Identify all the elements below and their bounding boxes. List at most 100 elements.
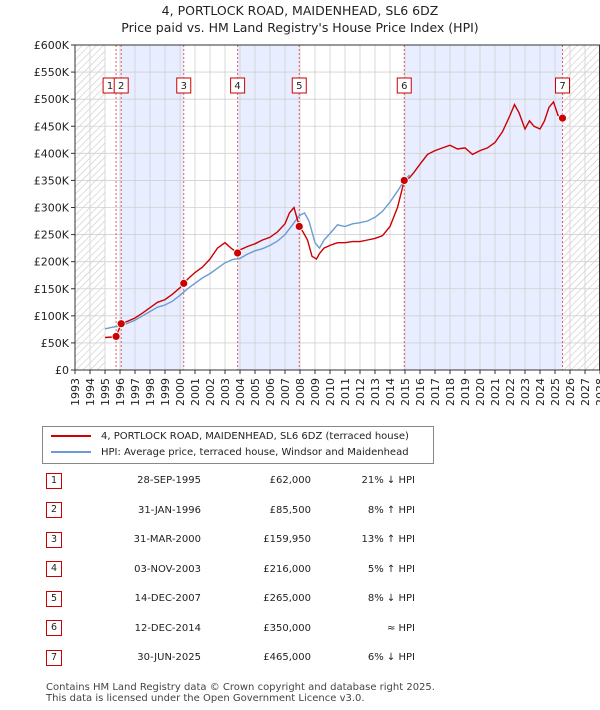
sale-hpi-diff: 6% ↓ HPI xyxy=(367,652,415,664)
x-tick-label: 2025 xyxy=(549,378,562,406)
legend-property-swatch xyxy=(51,435,91,437)
sale-number-badge: 2 xyxy=(46,502,62,519)
x-tick-label: 1993 xyxy=(69,378,82,406)
sale-number-badge: 7 xyxy=(46,649,62,666)
sale-label: 3 xyxy=(181,81,187,92)
x-tick-label: 2013 xyxy=(369,378,382,406)
sale-date: 31-MAR-2000 xyxy=(133,534,201,546)
y-tick-label: £450K xyxy=(34,120,70,133)
y-tick-label: £400K xyxy=(34,147,70,160)
y-tick-label: £0 xyxy=(55,364,69,377)
sales-table: 1 28-SEP-1995 £62,000 21% ↓ HPI 2 31-JAN-1996… xyxy=(40,466,415,673)
sale-date: 14-DEC-2007 xyxy=(134,593,201,605)
sale-hpi-diff: 5% ↑ HPI xyxy=(367,563,415,575)
x-tick-label: 2005 xyxy=(249,378,262,406)
sale-number-cell: 4 xyxy=(40,555,86,585)
y-tick-label: £200K xyxy=(34,256,70,269)
x-tick-label: 2001 xyxy=(189,378,202,406)
x-tick-label: 1994 xyxy=(84,378,97,406)
sale-row: 1 28-SEP-1995 £62,000 21% ↓ HPI xyxy=(40,466,415,496)
sale-label-box xyxy=(555,77,570,94)
sale-label-box xyxy=(291,77,307,94)
sale-date: 28-SEP-1995 xyxy=(137,475,201,487)
sale-price: £265,000 xyxy=(263,593,311,605)
x-tick-label: 1996 xyxy=(114,378,127,406)
sale-number-badge: 1 xyxy=(46,472,62,489)
chart-title-line2: Price paid vs. HM Land Registry's House … xyxy=(121,20,479,35)
x-tick-label: 2027 xyxy=(579,378,592,406)
sale-row: 2 31-JAN-1996 £85,500 8% ↑ HPI xyxy=(40,496,415,526)
legend-hpi-label: HPI: Average price, terraced house, Wind… xyxy=(101,447,409,458)
sale-row: 7 30-JUN-2025 £465,000 6% ↓ HPI xyxy=(40,643,415,673)
sale-price: £62,000 xyxy=(269,475,311,487)
x-tick-label: 2002 xyxy=(204,378,217,406)
sale-label: 5 xyxy=(296,81,302,92)
y-tick-label: £550K xyxy=(34,66,70,79)
y-tick-label: £250K xyxy=(34,229,70,242)
x-tick-label: 2017 xyxy=(429,378,442,406)
chart-title-line1: 4, PORTLOCK ROAD, MAIDENHEAD, SL6 6DZ xyxy=(161,3,439,18)
x-tick-label: 2015 xyxy=(399,378,412,406)
y-tick-label: £150K xyxy=(34,283,70,296)
y-tick-label: £300K xyxy=(34,202,70,215)
x-tick-label: 2009 xyxy=(309,378,322,406)
sale-number-badge: 3 xyxy=(46,531,62,548)
sale-row: 5 14-DEC-2007 £265,000 8% ↓ HPI xyxy=(40,584,415,614)
sale-point xyxy=(399,176,409,185)
y-tick-label: £500K xyxy=(34,93,70,106)
footer-line1: Contains HM Land Registry data © Crown c… xyxy=(46,682,435,693)
sale-label: 7 xyxy=(559,81,565,92)
sale-hpi-diff: 13% ↑ HPI xyxy=(361,534,415,546)
sale-hpi-diff: 8% ↓ HPI xyxy=(367,593,415,605)
x-tick-label: 2021 xyxy=(489,378,502,406)
sale-hpi-diff: 8% ↑ HPI xyxy=(367,504,415,516)
sale-label: 4 xyxy=(234,81,240,92)
sale-price: £350,000 xyxy=(263,622,311,634)
x-tick-label: 2022 xyxy=(504,378,517,406)
sale-label-box xyxy=(396,77,412,94)
x-tick-label: 2026 xyxy=(564,378,577,406)
x-tick-label: 2018 xyxy=(444,378,457,406)
sale-number-badge: 4 xyxy=(46,561,62,578)
x-tick-label: 2016 xyxy=(414,378,427,406)
sale-date: 03-NOV-2003 xyxy=(134,563,201,575)
legend-property: 4, PORTLOCK ROAD, MAIDENHEAD, SL6 6DZ (t… xyxy=(51,429,409,445)
sale-point xyxy=(111,332,121,341)
x-tick-label: 2014 xyxy=(384,378,397,406)
x-tick-label: 1997 xyxy=(129,378,142,406)
x-tick-label: 2004 xyxy=(234,378,247,406)
sale-price: £465,000 xyxy=(263,652,311,664)
sale-number-cell: 7 xyxy=(40,643,86,673)
x-tick-label: 2028 xyxy=(594,378,600,406)
y-tick-label: £350K xyxy=(34,174,70,187)
x-tick-label: 2008 xyxy=(294,378,307,406)
x-tick-label: 2012 xyxy=(354,378,367,406)
sale-number-cell: 5 xyxy=(40,584,86,614)
y-tick-label: £100K xyxy=(34,310,70,323)
sale-hpi-diff: ≈ HPI xyxy=(386,622,415,634)
hpi-line xyxy=(104,174,411,330)
x-tick-label: 2020 xyxy=(474,378,487,406)
sale-price: £85,500 xyxy=(269,504,311,516)
sale-price: £216,000 xyxy=(263,563,311,575)
footer-line2: This data is licensed under the Open Gov… xyxy=(46,693,365,704)
x-tick-label: 2023 xyxy=(519,378,532,406)
sale-point xyxy=(116,319,126,329)
x-tick-label: 2011 xyxy=(339,378,352,406)
sale-row: 6 12-DEC-2014 £350,000 ≈ HPI xyxy=(40,614,415,644)
sale-number-cell: 2 xyxy=(40,496,86,526)
sale-hpi-diff: 21% ↓ HPI xyxy=(361,475,415,487)
chart-title: 4, PORTLOCK ROAD, MAIDENHEAD, SL6 6DZ Pr… xyxy=(0,2,600,36)
sale-row: 3 31-MAR-2000 £159,950 13% ↑ HPI xyxy=(40,525,415,555)
x-tick-label: 1998 xyxy=(144,378,157,406)
sale-point xyxy=(558,113,567,123)
sale-price: £159,950 xyxy=(263,534,311,546)
x-tick-label: 1999 xyxy=(159,378,172,406)
chart-legend: 4, PORTLOCK ROAD, MAIDENHEAD, SL6 6DZ (t… xyxy=(42,426,434,464)
legend-hpi: HPI: Average price, terraced house, Wind… xyxy=(51,445,409,461)
sale-date: 12-DEC-2014 xyxy=(134,622,201,634)
sale-label-box xyxy=(113,77,129,94)
x-tick-label: 2006 xyxy=(264,378,277,406)
sale-point xyxy=(294,222,304,231)
x-tick-label: 2019 xyxy=(459,378,472,406)
